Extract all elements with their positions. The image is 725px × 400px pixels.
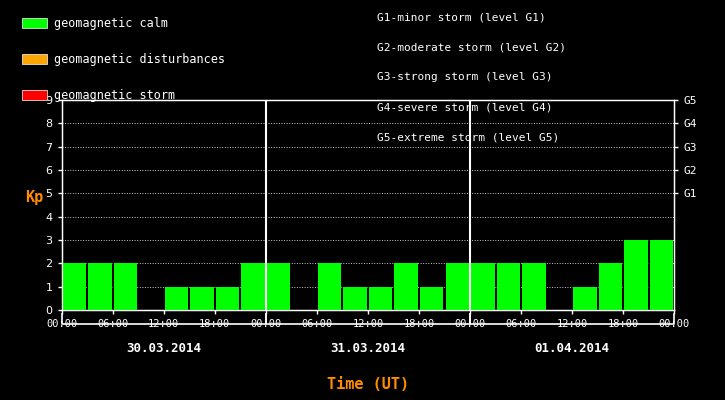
Text: G4-severe storm (level G4): G4-severe storm (level G4): [377, 102, 552, 112]
Bar: [344, 287, 367, 310]
Bar: [62, 263, 86, 310]
Text: 30.03.2014: 30.03.2014: [126, 342, 202, 354]
Text: 31.03.2014: 31.03.2014: [331, 342, 405, 354]
Y-axis label: Kp: Kp: [25, 190, 44, 205]
Bar: [267, 263, 290, 310]
Text: geomagnetic disturbances: geomagnetic disturbances: [54, 52, 225, 66]
Text: 01.04.2014: 01.04.2014: [534, 342, 610, 354]
Bar: [624, 240, 647, 310]
Text: geomagnetic storm: geomagnetic storm: [54, 88, 175, 102]
Bar: [165, 287, 189, 310]
Text: geomagnetic calm: geomagnetic calm: [54, 16, 168, 30]
Bar: [573, 287, 597, 310]
Text: G3-strong storm (level G3): G3-strong storm (level G3): [377, 72, 552, 82]
Bar: [318, 263, 341, 310]
Bar: [216, 287, 239, 310]
Text: G1-minor storm (level G1): G1-minor storm (level G1): [377, 12, 546, 22]
Bar: [497, 263, 520, 310]
Bar: [114, 263, 137, 310]
Text: Time (UT): Time (UT): [327, 377, 409, 392]
Bar: [650, 240, 674, 310]
Text: G5-extreme storm (level G5): G5-extreme storm (level G5): [377, 132, 559, 142]
Bar: [599, 263, 622, 310]
Bar: [369, 287, 392, 310]
Bar: [88, 263, 112, 310]
Bar: [241, 263, 265, 310]
Bar: [446, 263, 469, 310]
Bar: [522, 263, 546, 310]
Bar: [190, 287, 214, 310]
Text: G2-moderate storm (level G2): G2-moderate storm (level G2): [377, 42, 566, 52]
Bar: [471, 263, 494, 310]
Bar: [420, 287, 444, 310]
Bar: [394, 263, 418, 310]
